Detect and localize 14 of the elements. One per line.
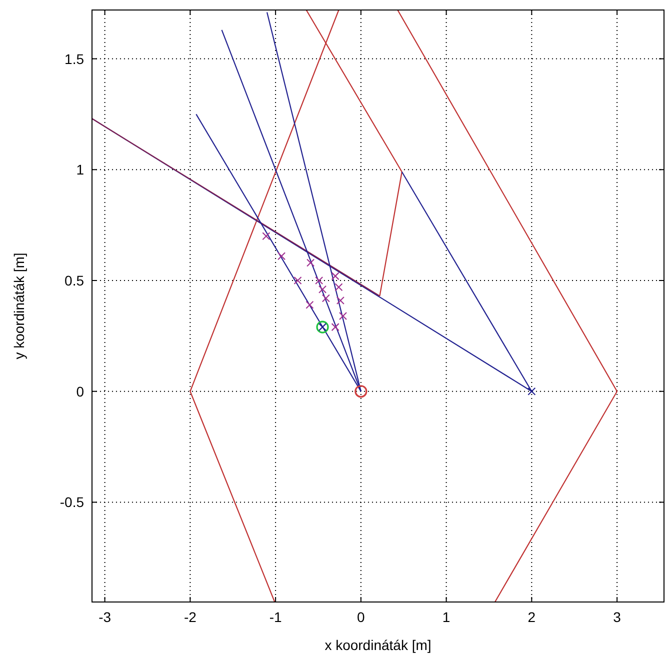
x-tick-label: -1 (269, 609, 282, 625)
y-tick-label: 1 (76, 162, 84, 178)
x-tick-label: 1 (442, 609, 450, 625)
x-axis-title: x koordináták [m] (324, 637, 432, 653)
y-tick-label: 1.5 (64, 50, 84, 67)
y-tick-label: -0.5 (60, 494, 84, 510)
x-tick-label: 0 (357, 609, 366, 625)
y-tick-label: 0 (76, 383, 84, 400)
y-tick-label: 0.5 (64, 272, 84, 288)
y-axis-title: y koordináták [m] (11, 252, 27, 360)
x-tick-label: -2 (184, 609, 197, 625)
x-tick-label: 3 (613, 609, 622, 625)
x-tick-label: 2 (528, 609, 536, 625)
x-tick-label: -3 (98, 609, 112, 625)
